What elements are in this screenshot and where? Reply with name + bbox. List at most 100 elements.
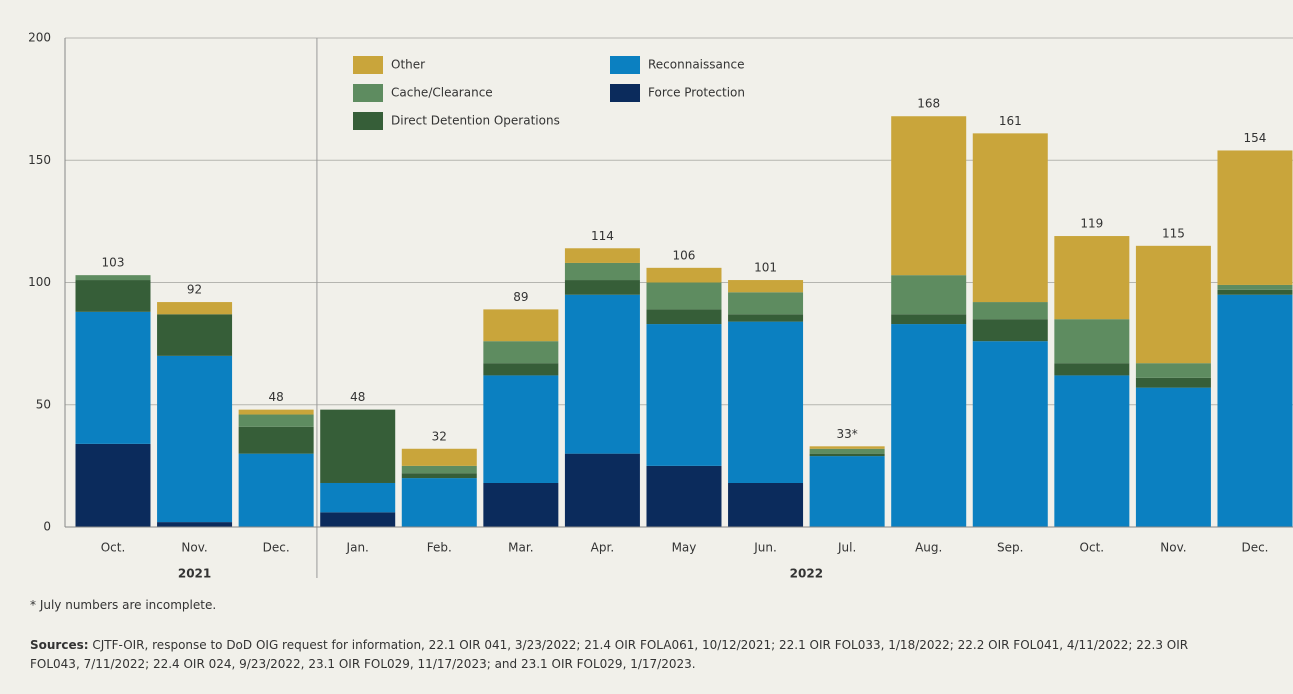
total-label: 114 [591, 229, 614, 243]
y-tick-label: 0 [43, 520, 51, 534]
total-label: 89 [513, 290, 528, 304]
bar-segment [157, 302, 233, 315]
bar-segment [1135, 245, 1211, 364]
bar-segment [728, 280, 804, 293]
sources-text: CJTF-OIR, response to DoD OIG request fo… [30, 638, 1189, 671]
y-tick-label: 50 [36, 397, 51, 411]
y-tick-label: 200 [28, 31, 51, 45]
total-label: 32 [432, 429, 447, 443]
legend-swatch [610, 56, 640, 74]
bar-segment [1135, 377, 1211, 388]
bar-segment [1217, 150, 1293, 285]
bar-segment [1054, 363, 1130, 376]
legend-swatch [353, 112, 383, 130]
bar-segment [809, 446, 885, 449]
bar-segment [401, 465, 477, 474]
bar-segment [1217, 284, 1293, 290]
x-tick-label: Jun. [753, 541, 777, 555]
x-tick-label: Dec. [1241, 541, 1268, 555]
x-tick-label: Aug. [915, 541, 942, 555]
bar-segment [483, 363, 559, 376]
bar-segment [238, 414, 314, 427]
bar-segment [238, 409, 314, 415]
bar-segment [1217, 294, 1293, 527]
bar-segment [157, 522, 233, 527]
x-tick-label: Dec. [263, 541, 290, 555]
bar-segment [238, 426, 314, 454]
bar-segment [809, 448, 885, 454]
bar-segment [891, 314, 967, 325]
bar-segment [972, 341, 1048, 527]
legend-swatch [353, 56, 383, 74]
total-label: 48 [268, 390, 283, 404]
bar-segment [401, 473, 477, 479]
total-label: 161 [999, 114, 1022, 128]
bar-segment [1054, 319, 1130, 364]
bar-segment [728, 314, 804, 322]
bar-segment [646, 324, 722, 466]
total-label: 115 [1162, 226, 1185, 240]
bar-segment [809, 456, 885, 527]
bar-segment [809, 453, 885, 457]
bar-segment [75, 311, 151, 444]
bar-segment [483, 309, 559, 342]
bar-segment [320, 409, 396, 483]
bar-segment [483, 375, 559, 483]
year-label: 2021 [178, 567, 211, 581]
bar-segment [483, 341, 559, 364]
legend-label: Other [391, 58, 425, 72]
total-label: 101 [754, 261, 777, 275]
bar-segment [728, 482, 804, 527]
total-label: 168 [917, 97, 940, 111]
bar-segment [157, 355, 233, 523]
bar-segment [564, 248, 640, 263]
bar-segment [891, 116, 967, 276]
bar-segment [891, 275, 967, 315]
y-tick-label: 100 [28, 275, 51, 289]
x-tick-label: Nov. [181, 541, 207, 555]
total-label: 92 [187, 283, 202, 297]
total-label: 154 [1244, 131, 1267, 145]
bar-segment [728, 321, 804, 483]
x-tick-label: Apr. [591, 541, 614, 555]
footnote: * July numbers are incomplete. [30, 598, 217, 612]
bar-segment [320, 512, 396, 527]
bar-segment [401, 478, 477, 527]
bar-segment [320, 482, 396, 513]
bar-segment [483, 482, 559, 527]
bar-segment [1217, 289, 1293, 295]
total-label: 48 [350, 390, 365, 404]
bar-segment [972, 302, 1048, 320]
bar-segment [564, 280, 640, 295]
bar-segment [1054, 236, 1130, 320]
bar-segment [646, 309, 722, 325]
x-tick-label: Mar. [508, 541, 533, 555]
bar-segment [646, 282, 722, 310]
legend-label: Force Protection [648, 86, 745, 100]
bar-segment [75, 280, 151, 312]
sources-label: Sources: [30, 638, 89, 652]
bar-segment [401, 448, 477, 466]
legend-swatch [353, 84, 383, 102]
x-tick-label: Sep. [997, 541, 1023, 555]
bar-segment [972, 319, 1048, 342]
x-tick-label: Oct. [1080, 541, 1105, 555]
y-tick-label: 150 [28, 153, 51, 167]
bar-segment [564, 294, 640, 454]
x-tick-label: Jul. [837, 541, 856, 555]
total-label: 106 [673, 248, 696, 262]
x-tick-label: Oct. [101, 541, 126, 555]
total-label: 33* [836, 427, 857, 441]
x-tick-label: May [672, 541, 697, 555]
year-label: 2022 [790, 567, 823, 581]
bar-segment [1054, 375, 1130, 527]
bar-segment [75, 275, 151, 281]
sources: Sources: CJTF-OIR, response to DoD OIG r… [30, 636, 1190, 674]
x-tick-label: Jan. [346, 541, 369, 555]
bar-segment [157, 314, 233, 356]
bar-segment [564, 453, 640, 527]
bar-segment [564, 262, 640, 281]
bar-segment [891, 324, 967, 527]
legend-label: Cache/Clearance [391, 86, 493, 100]
